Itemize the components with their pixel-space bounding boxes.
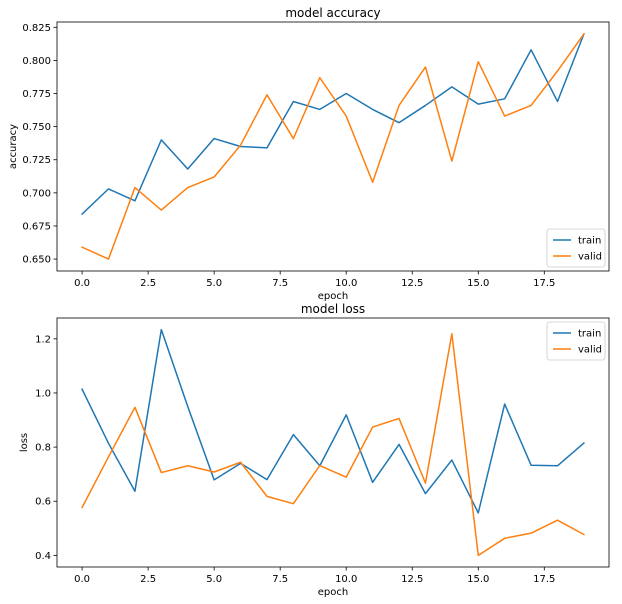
x-tick-label: 0.0 xyxy=(74,574,90,585)
y-tick-label: 0.6 xyxy=(35,497,51,508)
x-tick-label: 10.0 xyxy=(335,278,357,289)
y-tick-label: 0.700 xyxy=(22,188,51,199)
accuracy-chart: 0.0 2.5 5.0 7.5 10.0 12.5 15.0 17.5 0.650 0.675 0.… xyxy=(8,6,610,302)
legend-label-train: train xyxy=(578,329,601,340)
y-tick-label: 0.650 xyxy=(22,255,51,266)
legend-label-valid: valid xyxy=(578,252,602,263)
legend-box xyxy=(546,228,606,268)
x-tick-label: 12.5 xyxy=(401,278,423,289)
y-tick-label: 1.0 xyxy=(35,388,51,399)
x-tick-label: 7.5 xyxy=(272,278,288,289)
legend-box xyxy=(546,321,606,361)
legend-label-valid: valid xyxy=(578,345,602,356)
y-tick-label: 0.4 xyxy=(35,551,51,562)
x-axis-label: epoch xyxy=(318,291,348,302)
series-line-valid xyxy=(81,32,585,260)
chart-title: model loss xyxy=(301,302,365,316)
y-tick-label: 1.2 xyxy=(35,334,51,345)
series-line-train xyxy=(81,32,585,216)
y-tick-label: 0.725 xyxy=(22,155,51,166)
legend: train valid xyxy=(546,228,606,268)
x-tick-label: 2.5 xyxy=(140,278,156,289)
x-tick-label: 5.0 xyxy=(206,278,222,289)
y-tick-label: 0.800 xyxy=(22,56,51,67)
y-tick-label: 0.750 xyxy=(22,122,51,133)
x-tick-label: 17.5 xyxy=(533,574,555,585)
x-tick-label: 15.0 xyxy=(467,574,489,585)
series-line-valid xyxy=(81,332,585,557)
x-tick-label: 10.0 xyxy=(335,574,357,585)
plot-frame xyxy=(56,21,610,272)
x-axis-label: epoch xyxy=(318,587,348,598)
y-tick-label: 0.775 xyxy=(22,89,51,100)
legend: train valid xyxy=(546,321,606,361)
series-line-train xyxy=(81,328,585,514)
y-axis-label: accuracy xyxy=(8,124,19,169)
y-tick-label: 0.8 xyxy=(35,443,51,454)
x-tick-label: 2.5 xyxy=(140,574,156,585)
plot-frame xyxy=(56,317,610,568)
x-tick-label: 17.5 xyxy=(533,278,555,289)
x-tick-label: 7.5 xyxy=(272,574,288,585)
loss-chart: 0.0 2.5 5.0 7.5 10.0 12.5 15.0 17.5 0.4 0.6 0.8 1.0… xyxy=(19,302,610,598)
x-tick-label: 5.0 xyxy=(206,574,222,585)
y-axis-label: loss xyxy=(19,433,30,452)
y-tick-label: 0.675 xyxy=(22,221,51,232)
x-tick-label: 15.0 xyxy=(467,278,489,289)
x-tick-label: 12.5 xyxy=(401,574,423,585)
x-tick-label: 0.0 xyxy=(74,278,90,289)
y-tick-label: 0.825 xyxy=(22,23,51,34)
chart-title: model accuracy xyxy=(285,6,380,20)
legend-label-train: train xyxy=(578,236,601,247)
